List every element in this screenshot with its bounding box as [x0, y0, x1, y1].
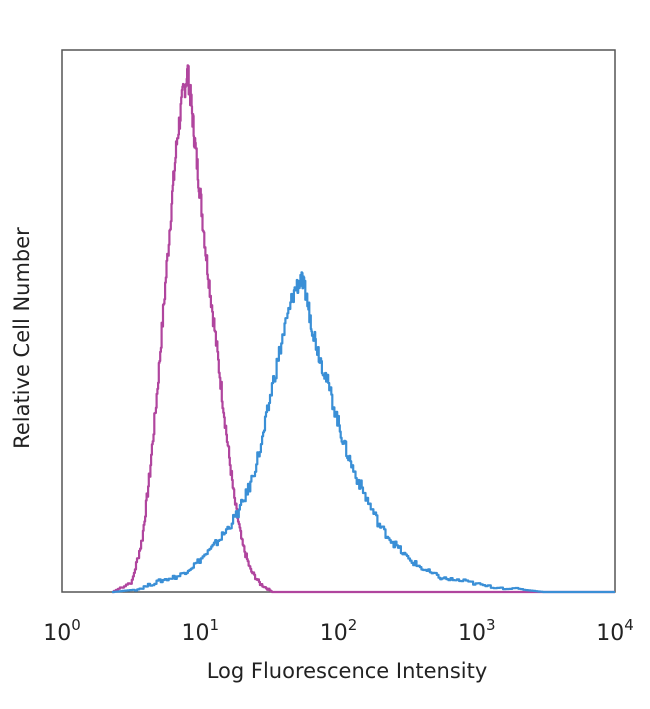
x-tick-label: 103	[458, 616, 496, 646]
x-tick-label: 100	[43, 616, 81, 646]
x-tick-layer: 100 101 102 103 104	[43, 616, 634, 646]
x-tick-label: 104	[596, 616, 634, 646]
x-axis-title: Log Fluorescence Intensity	[207, 659, 488, 683]
series-line-1	[112, 64, 615, 594]
series-layer	[112, 64, 615, 594]
y-axis-title: Relative Cell Number	[10, 227, 34, 449]
x-tick-label: 101	[182, 616, 220, 646]
x-tick-label: 102	[320, 616, 358, 646]
series-line-2	[112, 271, 615, 594]
